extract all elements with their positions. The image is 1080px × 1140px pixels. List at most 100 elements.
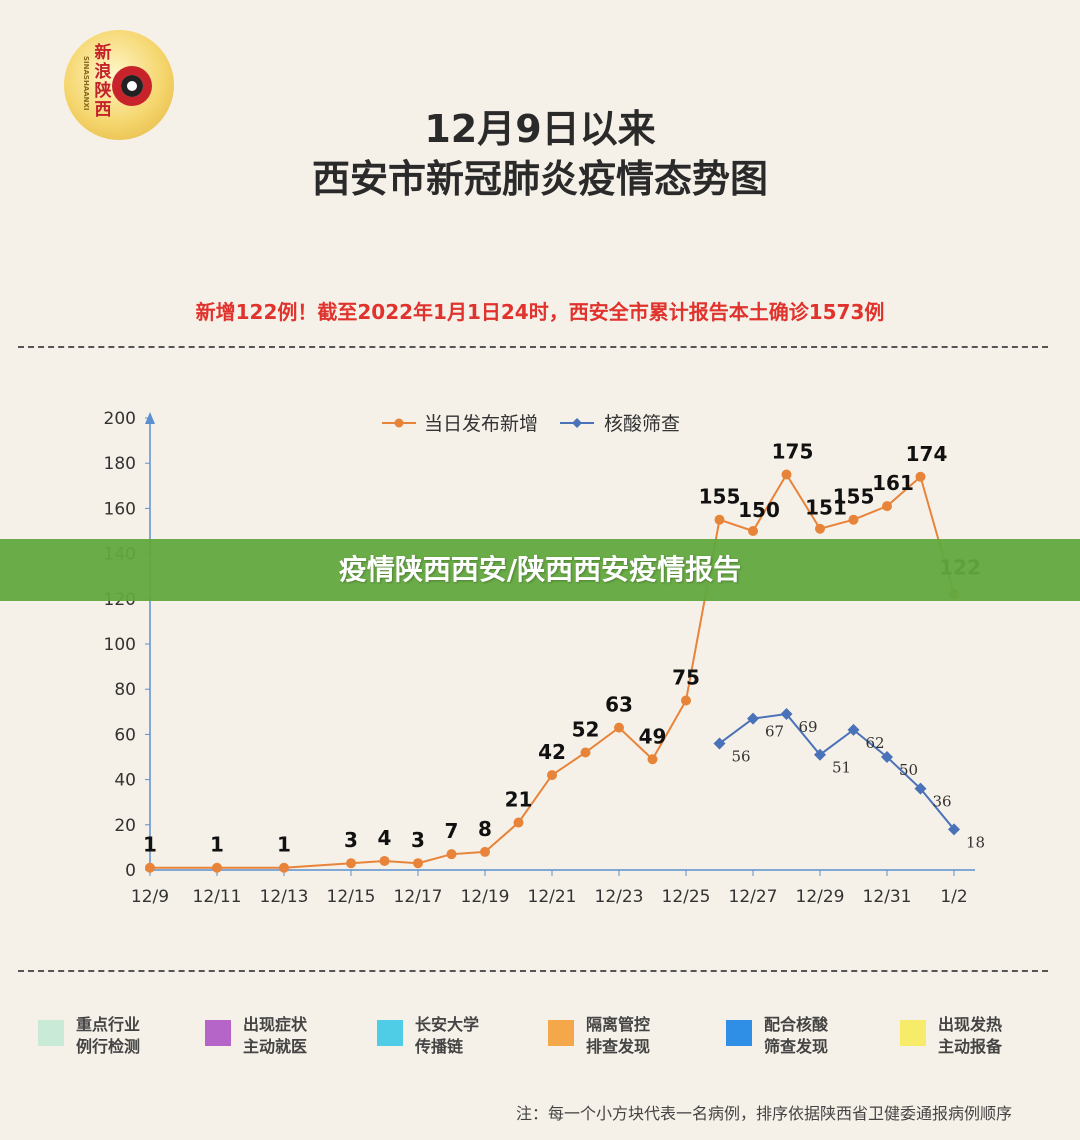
point-new-cases (915, 471, 926, 482)
point-new-cases (513, 817, 524, 828)
point-new-cases (882, 501, 892, 512)
data-label-new-cases: 3 (411, 828, 425, 852)
point-screening (914, 782, 927, 795)
category-swatch (726, 1020, 752, 1046)
x-tick-label: 12/29 (796, 887, 845, 907)
title-line-1: 12月9日以来 (424, 107, 656, 151)
data-label-screening: 51 (832, 759, 851, 777)
point-screening (780, 708, 793, 721)
category-swatch (900, 1020, 926, 1046)
point-new-cases (647, 754, 658, 765)
data-label-screening: 62 (866, 734, 885, 752)
category-item: 隔离管控 排查发现 (548, 1014, 698, 1064)
data-label-new-cases: 21 (505, 788, 533, 812)
data-label-screening: 67 (765, 723, 784, 741)
title-line-2: 西安市新冠肺炎疫情态势图 (311, 157, 768, 201)
x-tick-label: 1/2 (940, 887, 967, 907)
category-label: 隔离管控 排查发现 (586, 1015, 651, 1056)
point-new-cases (279, 862, 289, 873)
logo-mascot (112, 66, 152, 106)
point-screening (713, 737, 726, 750)
category-label: 配合核酸 筛查发现 (764, 1015, 829, 1056)
y-tick-label: 180 (104, 454, 136, 474)
highlight-text: 新增122例！截至2022年1月1日24时，西安全市累计报告本土确诊1573例 (195, 300, 885, 324)
data-label-new-cases: 75 (672, 666, 700, 690)
point-new-cases (212, 862, 222, 873)
y-tick-label: 20 (114, 816, 136, 836)
data-label-new-cases: 52 (572, 717, 600, 741)
data-label-new-cases: 1 (277, 833, 291, 857)
point-new-cases (413, 858, 423, 869)
y-tick-label: 100 (104, 635, 136, 655)
x-tick-label: 12/11 (193, 887, 242, 907)
series-line-new-cases (150, 472, 955, 869)
data-label-new-cases: 3 (344, 828, 358, 852)
data-label-new-cases: 174 (906, 442, 948, 466)
data-label-new-cases: 8 (478, 817, 492, 841)
y-tick-label: 40 (114, 771, 136, 791)
point-new-cases (446, 849, 457, 860)
legend-marker-screening (572, 418, 582, 428)
point-new-cases (815, 523, 825, 534)
x-tick-label: 12/31 (863, 887, 912, 907)
data-label-new-cases: 175 (772, 440, 814, 464)
category-label: 长安大学 传播链 (415, 1015, 480, 1056)
data-label-screening: 50 (899, 761, 918, 779)
point-new-cases (580, 747, 591, 758)
point-new-cases (714, 514, 725, 525)
x-tick-label: 12/25 (662, 887, 711, 907)
category-label: 重点行业 例行检测 (76, 1015, 141, 1056)
category-swatch (548, 1020, 574, 1046)
data-label-new-cases: 1 (143, 833, 157, 857)
x-tick-label: 12/17 (394, 887, 443, 907)
category-item: 配合核酸 筛查发现 (726, 1014, 876, 1064)
category-item: 长安大学 传播链 (377, 1014, 527, 1064)
y-tick-label: 0 (125, 861, 136, 881)
data-label-screening: 56 (732, 747, 751, 765)
divider-top (18, 346, 1048, 348)
point-screening (747, 712, 759, 725)
legend-label-screening: 核酸筛查 (604, 413, 680, 435)
line-chart: 02040608010012014016018020012/912/1112/1… (104, 409, 986, 907)
data-label-new-cases: 7 (445, 819, 459, 843)
y-tick-label: 160 (104, 499, 136, 519)
title-banner: 疫情陕西西安/陕西西安疫情报告 (0, 539, 1080, 601)
point-new-cases (145, 862, 155, 873)
category-label: 出现发热 主动报备 (938, 1015, 1003, 1056)
data-label-new-cases: 155 (833, 485, 875, 509)
banner-title: 疫情陕西西安/陕西西安疫情报告 (338, 553, 742, 586)
point-screening (881, 751, 893, 763)
category-swatch (205, 1020, 231, 1046)
category-swatch (38, 1020, 64, 1046)
data-label-new-cases: 150 (738, 498, 780, 522)
category-item: 重点行业 例行检测 (38, 1014, 188, 1064)
logo-subtext: SINASHAANXI (82, 56, 90, 111)
x-tick-label: 12/27 (729, 887, 778, 907)
data-label-new-cases: 155 (699, 485, 741, 509)
data-label-screening: 36 (933, 793, 952, 811)
point-new-cases (848, 514, 859, 525)
point-screening (847, 723, 860, 736)
point-new-cases (681, 695, 691, 706)
legend-label-new-cases: 当日发布新增 (424, 413, 538, 435)
data-label-screening: 18 (966, 833, 985, 851)
category-item: 出现症状 主动就医 (205, 1014, 355, 1064)
data-label-new-cases: 151 (805, 496, 847, 520)
data-label-new-cases: 49 (639, 724, 667, 748)
point-new-cases (614, 722, 624, 733)
x-tick-label: 12/15 (327, 887, 376, 907)
x-tick-label: 12/9 (131, 887, 169, 907)
legend-marker-new-cases (394, 418, 404, 428)
data-label-new-cases: 161 (872, 471, 914, 495)
point-screening (814, 748, 826, 761)
point-screening (948, 823, 960, 836)
data-label-new-cases: 42 (538, 740, 566, 764)
data-label-new-cases: 4 (378, 826, 392, 850)
x-tick-label: 12/19 (461, 887, 510, 907)
category-label: 出现症状 主动就医 (243, 1015, 308, 1056)
x-tick-label: 12/23 (595, 887, 644, 907)
point-new-cases (480, 846, 490, 857)
footnote: 注：每一个小方块代表一名病例，排序依据陕西省卫健委通报病例顺序 (515, 1104, 1012, 1123)
point-new-cases (748, 526, 758, 536)
y-tick-label: 200 (104, 409, 136, 429)
